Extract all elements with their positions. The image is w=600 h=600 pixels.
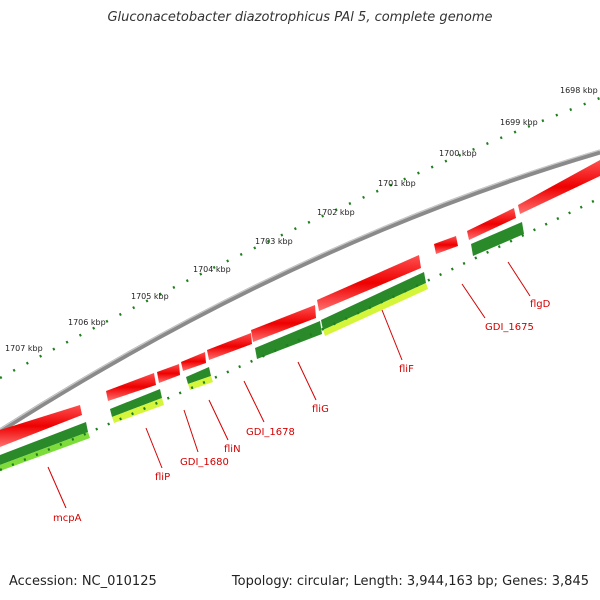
tick-label: 1701 kbp [378, 179, 416, 188]
track-feature [321, 272, 426, 330]
accession-text: Accession: NC_010125 [9, 574, 157, 589]
gene-feature[interactable] [157, 364, 180, 383]
track-feature [471, 222, 524, 256]
gene-feature[interactable] [106, 373, 156, 401]
tick-label: 1707 kbp [5, 344, 43, 353]
tick-label: 1698 kbp [560, 86, 598, 95]
tick-label: 1706 kbp [68, 318, 106, 327]
map-title: Gluconacetobacter diazotrophicus PAl 5, … [107, 10, 493, 25]
track-feature [0, 432, 90, 471]
gene-labels: flgD GDI_1675 fliF fliG GDI_1678 fliN GD… [53, 299, 551, 524]
gene-feature[interactable] [0, 405, 82, 447]
tick-ring-inner [0, 196, 600, 472]
track-feature [323, 283, 428, 336]
tick-labels: 1698 kbp 1699 kbp 1700 kbp 1701 kbp 1702… [5, 86, 598, 353]
tick-label: 1703 kbp [255, 237, 293, 246]
gene-label-fliN[interactable]: fliN [224, 444, 241, 455]
track-feature [188, 376, 213, 390]
genome-summary-text: Topology: circular; Length: 3,944,163 bp… [231, 574, 589, 589]
gene-label-fliP[interactable]: fliP [155, 472, 170, 483]
tick-label: 1699 kbp [500, 118, 538, 127]
tick-label: 1700 kbp [439, 149, 477, 158]
track-feature [112, 398, 164, 423]
gene-feature[interactable] [251, 305, 316, 342]
gene-label-gdi-1675[interactable]: GDI_1675 [485, 322, 534, 333]
gene-label-fliG[interactable]: fliG [312, 404, 329, 415]
gene-feature[interactable] [434, 236, 458, 254]
tick-label: 1705 kbp [131, 292, 169, 301]
gene-label-gdi-1680[interactable]: GDI_1680 [180, 457, 229, 468]
tick-label: 1702 kbp [317, 208, 355, 217]
gene-label-fliF[interactable]: fliF [399, 364, 414, 375]
gene-label-mcpA[interactable]: mcpA [53, 513, 82, 524]
gene-track-red [0, 160, 600, 447]
tick-label: 1704 kbp [193, 265, 231, 274]
gene-track-green [0, 222, 524, 471]
gene-feature[interactable] [181, 352, 206, 371]
genome-backbone [0, 149, 600, 434]
gene-feature[interactable] [467, 208, 516, 240]
track-feature [110, 389, 162, 417]
track-feature [0, 422, 88, 465]
gene-feature[interactable] [317, 255, 421, 311]
track-feature [255, 321, 322, 359]
gene-label-flgD[interactable]: flgD [530, 299, 551, 310]
gene-label-gdi-1678[interactable]: GDI_1678 [246, 427, 295, 438]
gene-feature[interactable] [518, 160, 600, 214]
tick-ring-outer [0, 96, 600, 380]
label-leaders [47, 261, 531, 509]
gene-feature[interactable] [207, 333, 252, 360]
track-feature [186, 367, 211, 384]
